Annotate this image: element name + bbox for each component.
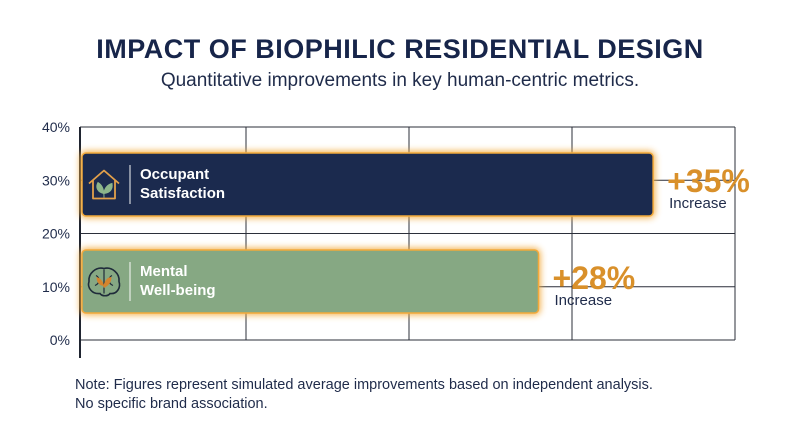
y-tick-label: 40% <box>42 119 70 135</box>
y-tick-label: 20% <box>42 226 70 242</box>
value-label: +35% <box>667 163 750 199</box>
bar-group-1: Occupant Satisfaction +35%Increase <box>80 151 750 218</box>
house-outline <box>88 169 120 200</box>
footnote: Note: Figures represent simulated averag… <box>75 376 775 414</box>
house-leaf-icon <box>88 169 120 200</box>
category-label-line: Mental <box>140 263 188 280</box>
value-sublabel: Increase <box>555 292 613 309</box>
category-label-line: Occupant <box>140 166 209 183</box>
bar <box>81 249 540 314</box>
bar-group-2: Mental Well-being +28%Increase <box>80 248 635 315</box>
value-sublabel: Increase <box>669 195 727 212</box>
footnote-line-1: Note: Figures represent simulated averag… <box>75 377 653 393</box>
chart-title: IMPACT OF BIOPHILIC RESIDENTIAL DESIGN <box>96 34 704 64</box>
y-tick-label: 0% <box>50 332 70 348</box>
chart-subtitle: Quantitative improvements in key human-c… <box>160 70 640 91</box>
footnote-line-2: No specific brand association. <box>75 396 268 412</box>
category-label-line: Well-being <box>140 282 216 299</box>
leaf-shape <box>96 276 112 288</box>
y-tick-label: 10% <box>42 279 70 295</box>
y-tick-label: 30% <box>42 172 70 188</box>
brain-leaf-icon <box>87 267 121 297</box>
brain-outline <box>87 267 121 297</box>
leaf-shape <box>96 181 113 198</box>
bar <box>81 152 654 217</box>
value-label: +28% <box>553 260 636 296</box>
category-label-line: Satisfaction <box>140 185 225 202</box>
